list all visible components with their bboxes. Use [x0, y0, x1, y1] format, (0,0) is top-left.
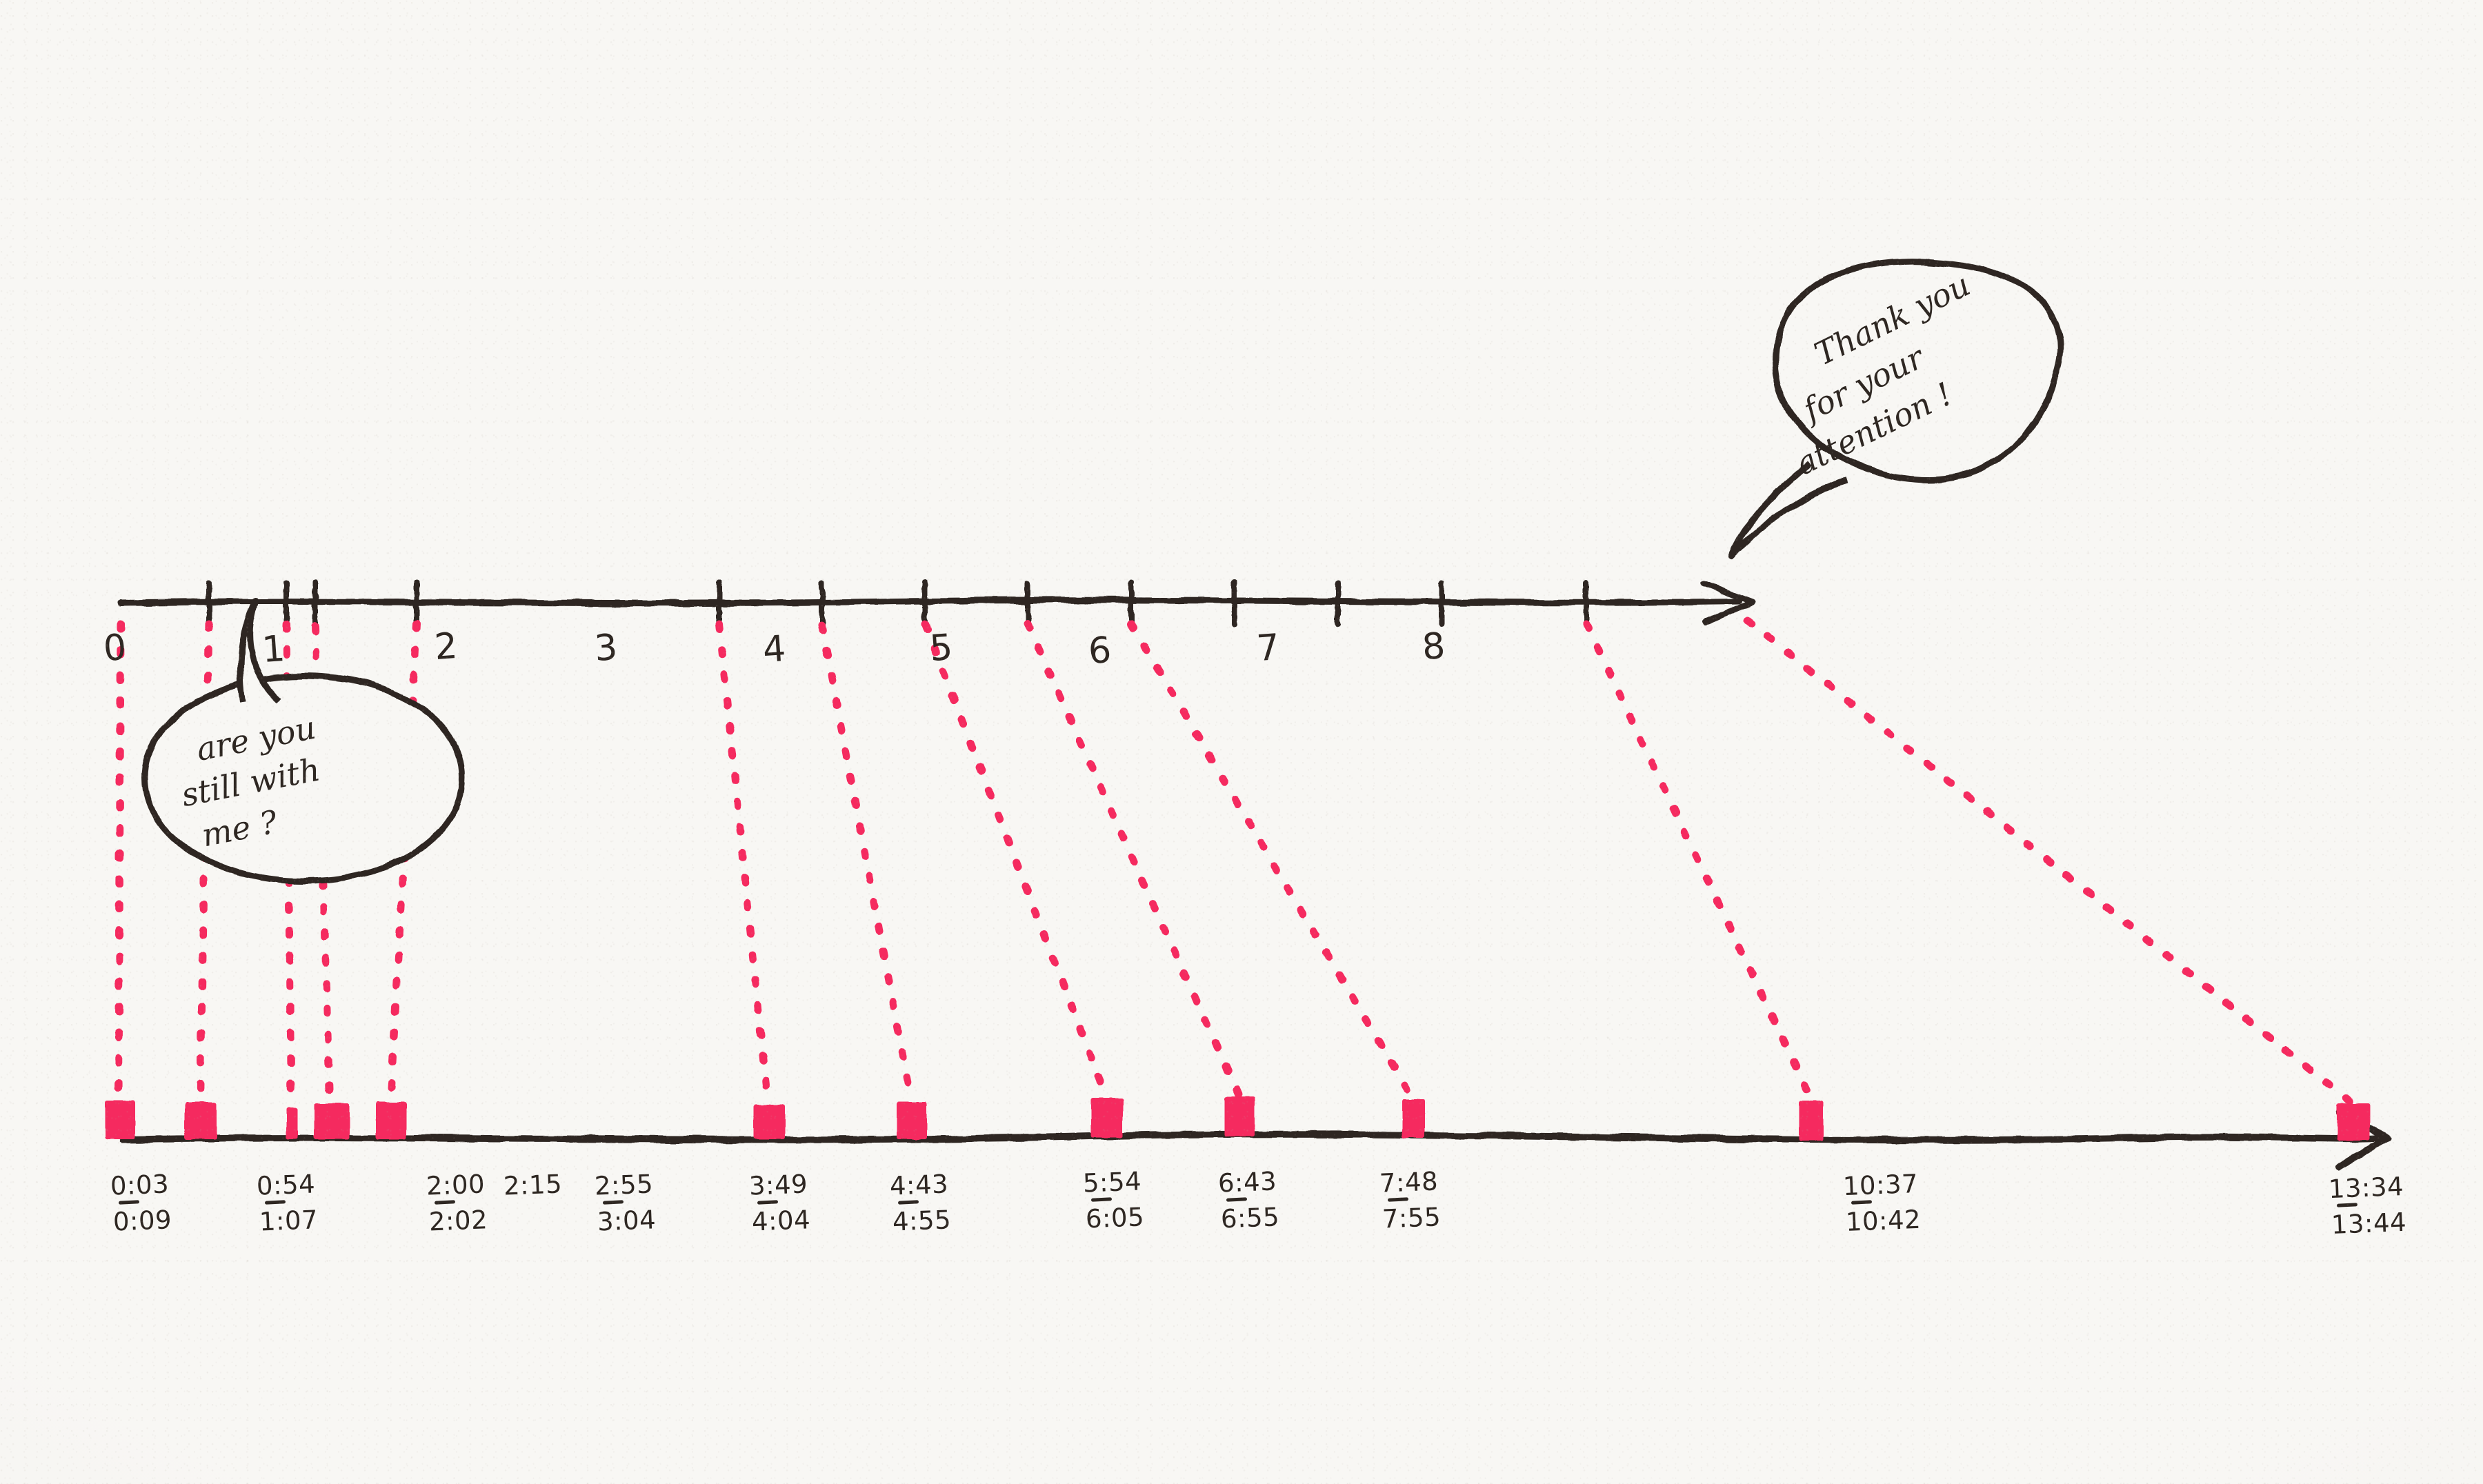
marker-end: 6:55	[1220, 1202, 1280, 1234]
marker-stamp-7: 5:54 6:05	[1082, 1163, 1145, 1239]
marker-stamp-0: 0:03 0:09	[110, 1165, 172, 1241]
marker-stamp-11: 13:34 13:44	[2328, 1168, 2407, 1244]
marker-end: 3:04	[597, 1205, 657, 1237]
marker-blocks	[105, 1096, 2370, 1141]
marker-stamp-2: 2:00 2:02	[426, 1165, 488, 1241]
marker-end: 4:55	[892, 1205, 952, 1237]
top-tick-label-5: 5	[928, 626, 955, 670]
top-tick-label-4: 4	[761, 628, 788, 672]
marker-start: 2:15	[503, 1169, 563, 1201]
thank-you-bubble-shape	[1728, 258, 2064, 559]
bottom-axis-line	[119, 1110, 2392, 1170]
marker-stamp-4: 2:55 3:04	[594, 1165, 657, 1241]
marker-stamp-1: 0:54 1:07	[256, 1165, 319, 1241]
top-tick-label-8: 8	[1420, 625, 1447, 669]
marker-end: 6:05	[1085, 1202, 1145, 1234]
marker-stamp-8: 6:43 6:55	[1217, 1163, 1280, 1239]
top-tick-label-3: 3	[592, 626, 619, 670]
marker-stamp-3: 2:15	[503, 1165, 563, 1205]
marker-end: 0:09	[112, 1205, 172, 1237]
top-tick-label-2: 2	[432, 625, 459, 669]
top-axis-ticks	[206, 579, 1589, 629]
top-tick-label-7: 7	[1255, 626, 1282, 670]
top-tick-label-0: 0	[101, 626, 128, 670]
marker-end: 13:44	[2331, 1207, 2407, 1241]
marker-end: 10:42	[1845, 1205, 1922, 1238]
marker-stamp-5: 3:49 4:04	[748, 1165, 811, 1241]
top-axis-line	[117, 580, 1756, 625]
top-tick-label-6: 6	[1086, 629, 1113, 673]
marker-end: 4:04	[751, 1205, 811, 1237]
marker-stamp-6: 4:43 4:55	[889, 1165, 952, 1241]
marker-stamp-9: 7:48 7:55	[1379, 1163, 1442, 1239]
top-tick-label-1: 1	[260, 628, 287, 672]
connector-lines	[114, 616, 2355, 1109]
marker-end: 7:55	[1382, 1202, 1442, 1234]
marker-stamp-10: 10:37 10:42	[1842, 1165, 1922, 1241]
marker-end: 1:07	[259, 1205, 319, 1237]
are-you-still-with-me-bubble-shape	[141, 598, 466, 885]
marker-end: 2:02	[428, 1205, 488, 1237]
